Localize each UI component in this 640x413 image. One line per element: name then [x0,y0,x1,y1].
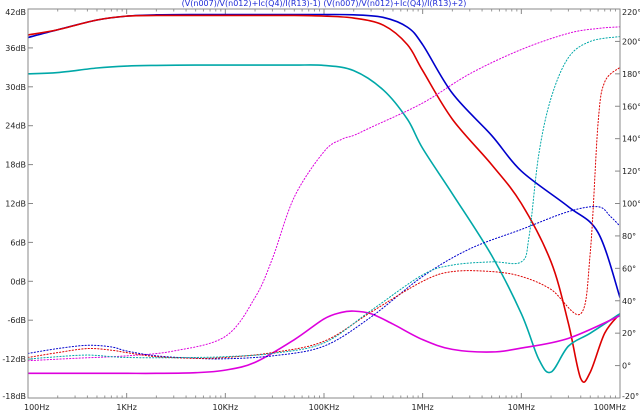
plot-traces [28,13,620,383]
right-tick-label: 200° [622,37,640,46]
left-tick-label: 24dB [5,122,26,131]
title-text: (V(n007)/V(n012)+Ic(Q4)/I(R13)-1) (V(n00… [182,0,467,8]
x-tick-label: 100KHz [309,403,340,412]
left-tick-label: -18dB [2,392,26,401]
magnitude-trace-2 [28,64,620,374]
left-tick-label: 18dB [5,161,26,170]
plot-frame [27,8,621,399]
left-tick-label: -6dB [7,316,26,325]
right-tick-label: 100° [622,200,640,209]
right-tick-label: 180° [622,70,640,79]
x-tick-label: 10MHz [508,403,535,412]
left-tick-label: 6dB [10,238,26,247]
title-part-0: (V(n007)/V(n012)+Ic(Q4)/I(R13)-1) [182,0,324,8]
magnitude-trace-1 [28,14,620,383]
left-tick-label: 30dB [5,83,26,92]
right-tick-label: 0° [622,362,631,371]
x-axis-labels: 100Hz 1KHz 10KHz 100KHz 1MHz 10MHz 100MHz [24,403,626,412]
phase-trace-4 [28,26,620,362]
phase-trace-5 [28,206,620,360]
right-tick-label: 160° [622,102,640,111]
magnitude-trace-3 [28,310,620,375]
right-axis-labels: 220° 200° 180° 160° 140° 120° 100° 80° 60° 40° 20°… [622,8,640,401]
right-tick-label: 40° [622,297,636,306]
x-tick-label: 10KHz [213,403,239,412]
left-tick-label: -12dB [2,355,26,364]
plot-title: (V(n007)/V(n012)+Ic(Q4)/I(R13)-1) (V(n00… [182,0,467,8]
right-tick-label: 220° [622,8,640,17]
right-tick-label: 120° [622,167,640,176]
x-tick-label: 1MHz [412,403,434,412]
right-tick-label: 140° [622,135,640,144]
right-tick-label: 20° [622,329,636,338]
x-tick-label: 100MHz [594,403,626,412]
phase-trace-6 [28,66,620,359]
right-tick-label: 60° [622,264,636,273]
left-tick-label: 0dB [10,277,26,286]
right-tick-label: 80° [622,232,636,241]
x-tick-label: 1KHz [116,403,137,412]
left-tick-label: 42dB [5,8,26,17]
phase-trace-7 [28,36,620,360]
x-tick-label: 100Hz [24,403,49,412]
right-tick-label: -20° [622,392,639,401]
title-part-1: (V(n007)/V(n012)+Ic(Q4)/I(R13)+2) [323,0,466,8]
left-axis-labels: 42dB 36dB 30dB 24dB 18dB 12dB 6dB 0dB -6dB -12dB -… [2,8,26,401]
left-tick-label: 36dB [5,44,26,53]
left-tick-label: 12dB [5,200,26,209]
